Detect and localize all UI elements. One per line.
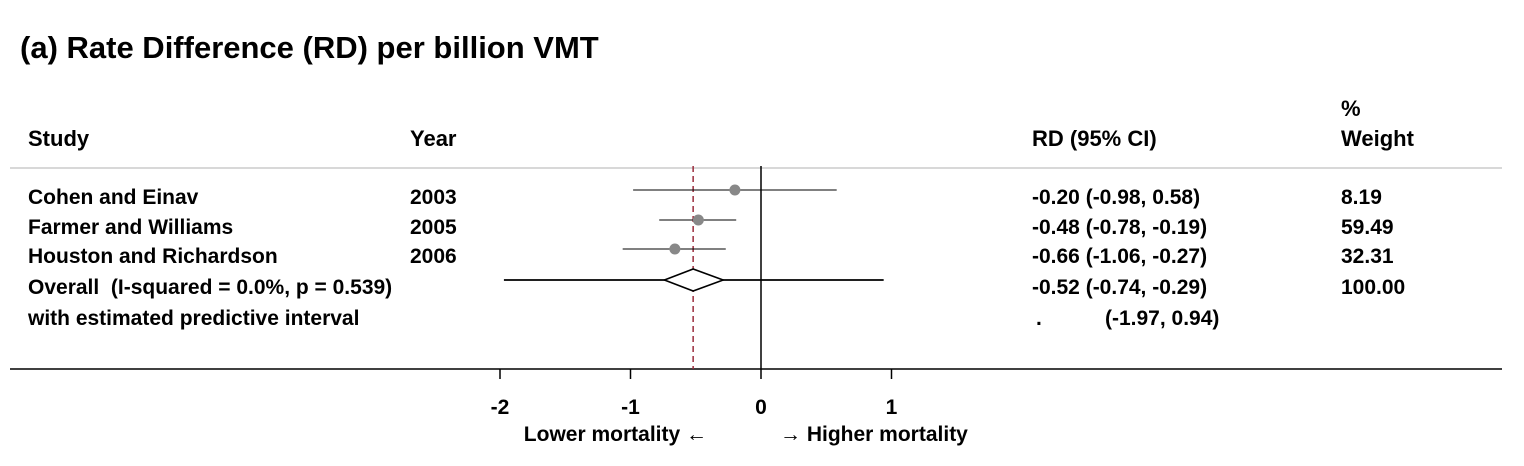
overall-weight: 100.00	[1341, 276, 1406, 299]
year-header: Year	[410, 126, 457, 151]
study-year: 2006	[410, 245, 457, 268]
x-tick-label: -2	[490, 396, 510, 419]
rd-ci-header: RD (95% CI)	[1032, 126, 1157, 151]
chart-title: (a) Rate Difference (RD) per billion VMT	[20, 30, 599, 65]
study-year: 2003	[410, 186, 457, 209]
study-year: 2005	[410, 216, 457, 239]
overall-label: Overall (I-squared = 0.0%, p = 0.539)	[28, 276, 393, 299]
weight-header: Weight	[1341, 126, 1414, 151]
predictive-ci-text: (-1.97, 0.94)	[1105, 307, 1220, 330]
study-weight: 32.31	[1341, 245, 1394, 268]
study-header: Study	[28, 126, 90, 151]
x-axis-left-label: Lower mortality ←	[523, 423, 707, 446]
study-name: Farmer and Williams	[28, 216, 234, 239]
x-tick-label: 1	[885, 396, 898, 419]
study-ci-text: -0.48 (-0.78, -0.19)	[1032, 216, 1208, 239]
study-point	[729, 184, 741, 196]
study-weight: 59.49	[1341, 216, 1394, 239]
x-tick-label: 0	[755, 396, 767, 419]
study-ci-text: -0.20 (-0.98, 0.58)	[1032, 186, 1201, 209]
study-point	[692, 214, 704, 226]
study-name: Cohen and Einav	[28, 186, 199, 209]
predictive-dot: .	[1036, 307, 1042, 330]
study-weight: 8.19	[1341, 186, 1382, 209]
predictive-label: with estimated predictive interval	[28, 307, 360, 330]
overall-ci-text: -0.52 (-0.74, -0.29)	[1032, 276, 1208, 299]
overall-diamond	[662, 268, 726, 292]
weight-header-percent: %	[1341, 96, 1361, 121]
x-tick-label: -1	[621, 396, 640, 419]
x-axis-right-label: → Higher mortality	[780, 423, 968, 446]
study-ci-text: -0.66 (-1.06, -0.27)	[1032, 245, 1208, 268]
study-point	[669, 243, 681, 255]
study-name: Houston and Richardson	[28, 245, 278, 268]
